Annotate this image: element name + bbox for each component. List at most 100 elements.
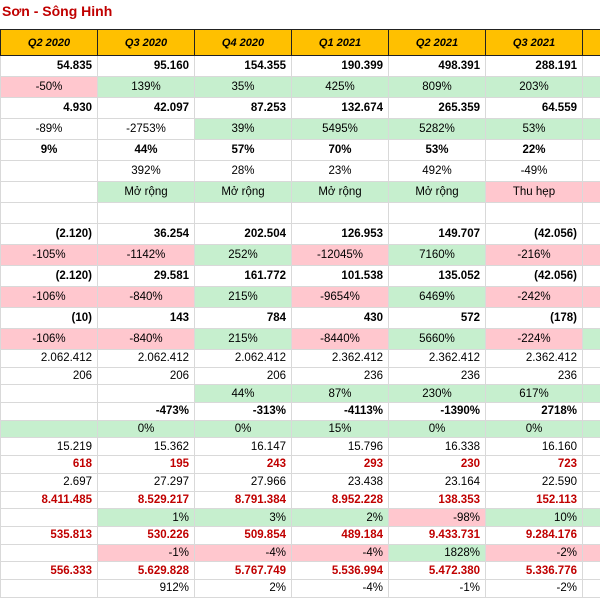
table-cell: 35% — [194, 76, 292, 98]
table-cell: 2.697 — [0, 472, 98, 492]
table-row: 556.333 5.629.828 5.767.749 5.536.994 5.472.… — [0, 561, 600, 580]
table-cell: -840% — [97, 286, 195, 308]
table-cell: 723 — [485, 455, 583, 474]
table-cell: 243 — [194, 455, 292, 474]
table-cell: 0% — [485, 419, 583, 439]
column-header: Q2 2020 — [0, 29, 98, 56]
table-cell — [582, 307, 600, 329]
table-cell: 509.854 — [194, 525, 292, 545]
data-table: Q2 2020 Q3 2020 Q4 2020 Q1 2021 Q2 2021 Q3 20… — [0, 29, 600, 598]
table-cell: -4% — [291, 578, 389, 598]
table-cell: 143 — [97, 307, 195, 329]
table-cell — [582, 472, 600, 492]
table-cell: 236 — [291, 366, 389, 386]
table-row — [0, 202, 600, 224]
table-cell: 617% — [485, 384, 583, 404]
table-cell: 70% — [291, 139, 389, 161]
table-cell: 22% — [485, 139, 583, 161]
table-cell: 64.559 — [485, 97, 583, 119]
table-cell — [0, 202, 98, 224]
table-cell: 9.284.176 — [485, 525, 583, 545]
column-header: Q4 2020 — [194, 29, 292, 56]
table-cell — [582, 265, 600, 287]
table-cell: 2% — [291, 508, 389, 527]
table-row: 44% 87% 230% 617% — [0, 384, 600, 404]
table-row: 9% 44% 57% 70% 53% 22% — [0, 139, 600, 161]
table-row: -50% 139% 35% 425% 809% 203% — [0, 76, 600, 98]
table-cell: -1142% — [97, 244, 195, 266]
table-cell: -473% — [97, 402, 195, 421]
table-cell — [582, 384, 600, 404]
table-cell: -4113% — [291, 402, 389, 421]
table-cell — [582, 181, 600, 203]
table-cell: 27.297 — [97, 472, 195, 492]
table-cell: 5.536.994 — [291, 561, 389, 580]
table-cell: 138.353 — [388, 490, 486, 510]
table-row: Mở rộng Mở rộng Mở rộng Mở rộng Thu hẹp — [0, 181, 600, 203]
table-cell: 54.835 — [0, 55, 98, 77]
table-row: 618 195 243 293 230 723 — [0, 455, 600, 474]
table-cell: 288.191 — [485, 55, 583, 77]
table-cell: 2.062.412 — [97, 349, 195, 368]
table-cell: 27.966 — [194, 472, 292, 492]
table-cell: (2.120) — [0, 223, 98, 245]
table-cell — [582, 328, 600, 350]
table-cell: 8.411.485 — [0, 490, 98, 510]
table-row: -106% -840% 215% -8440% 5660% -224% — [0, 328, 600, 350]
table-row: -106% -840% 215% -9654% 6469% -242% — [0, 286, 600, 308]
table-cell: -12045% — [291, 244, 389, 266]
table-cell — [582, 76, 600, 98]
table-cell: -2% — [485, 578, 583, 598]
table-cell — [582, 55, 600, 77]
table-cell — [0, 384, 98, 404]
table-cell: 215% — [194, 286, 292, 308]
table-row: 0% 0% 15% 0% 0% — [0, 419, 600, 439]
table-row: 2.062.412 2.062.412 2.062.412 2.362.412 2.36… — [0, 349, 600, 368]
table-cell: -2% — [485, 543, 583, 563]
table-cell — [485, 202, 583, 224]
table-cell — [582, 561, 600, 580]
table-cell: -98% — [388, 508, 486, 527]
table-cell: 206 — [0, 366, 98, 386]
table-cell: 489.184 — [291, 525, 389, 545]
table-cell: 6469% — [388, 286, 486, 308]
table-cell — [0, 160, 98, 182]
table-cell: 784 — [194, 307, 292, 329]
table-cell — [582, 419, 600, 439]
table-cell — [582, 139, 600, 161]
table-cell: 8.952.228 — [291, 490, 389, 510]
table-cell — [582, 286, 600, 308]
header-row: Q2 2020 Q3 2020 Q4 2020 Q1 2021 Q2 2021 Q3 20… — [0, 29, 600, 56]
table-cell: 572 — [388, 307, 486, 329]
table-cell: -50% — [0, 76, 98, 98]
table-cell: Thu hẹp — [485, 181, 583, 203]
table-cell: 126.953 — [291, 223, 389, 245]
table-cell: 28% — [194, 160, 292, 182]
table-row: -473% -313% -4113% -1390% 2718% — [0, 402, 600, 421]
table-cell: 2.062.412 — [0, 349, 98, 368]
table-cell: 161.772 — [194, 265, 292, 287]
table-cell: 2.362.412 — [291, 349, 389, 368]
table-cell: -1390% — [388, 402, 486, 421]
table-row: 2.697 27.297 27.966 23.438 23.164 22.590 — [0, 472, 600, 492]
table-cell: 1% — [97, 508, 195, 527]
table-cell: 206 — [194, 366, 292, 386]
table-row: 392% 28% 23% 492% -49% — [0, 160, 600, 182]
table-cell: 0% — [97, 419, 195, 439]
table-cell: 0% — [194, 419, 292, 439]
table-cell: -9654% — [291, 286, 389, 308]
table-row: 206 206 206 236 236 236 — [0, 366, 600, 386]
table-row: -89% -2753% 39% 5495% 5282% 53% — [0, 118, 600, 140]
table-cell: 5282% — [388, 118, 486, 140]
table-cell: 202.504 — [194, 223, 292, 245]
table-cell: 149.707 — [388, 223, 486, 245]
table-cell: -216% — [485, 244, 583, 266]
table-cell: -105% — [0, 244, 98, 266]
table-cell: 2.362.412 — [485, 349, 583, 368]
column-header: Q3 2020 — [97, 29, 195, 56]
table-cell: 2% — [194, 578, 292, 598]
table-cell: 2718% — [485, 402, 583, 421]
table-cell — [582, 437, 600, 457]
table-cell: 230 — [388, 455, 486, 474]
table-cell: -106% — [0, 328, 98, 350]
